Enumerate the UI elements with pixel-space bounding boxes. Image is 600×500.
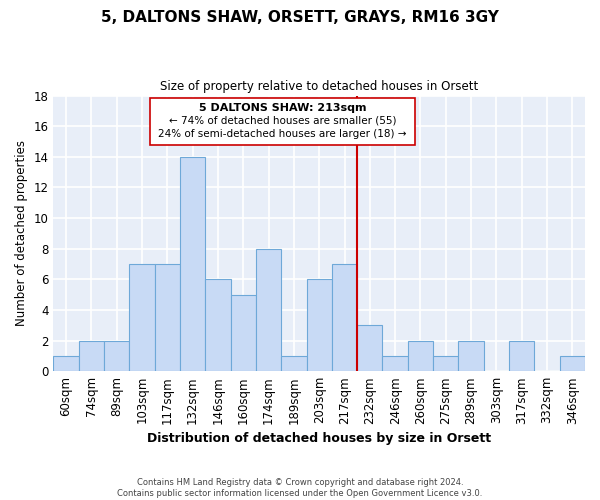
Bar [180,157,205,371]
Bar [256,248,281,371]
Bar [281,356,307,371]
Bar [130,264,155,371]
Text: Contains HM Land Registry data © Crown copyright and database right 2024.
Contai: Contains HM Land Registry data © Crown c… [118,478,482,498]
Bar [433,356,458,371]
Bar [382,356,408,371]
Bar [458,340,484,371]
Bar [307,280,332,371]
Bar [79,340,104,371]
Title: Size of property relative to detached houses in Orsett: Size of property relative to detached ho… [160,80,478,93]
Bar [104,340,130,371]
Bar [408,340,433,371]
Y-axis label: Number of detached properties: Number of detached properties [15,140,28,326]
Bar [332,264,357,371]
Text: ← 74% of detached houses are smaller (55): ← 74% of detached houses are smaller (55… [169,116,396,126]
FancyBboxPatch shape [149,98,415,144]
Text: 5 DALTONS SHAW: 213sqm: 5 DALTONS SHAW: 213sqm [199,103,366,113]
X-axis label: Distribution of detached houses by size in Orsett: Distribution of detached houses by size … [147,432,491,445]
Bar [155,264,180,371]
Text: 5, DALTONS SHAW, ORSETT, GRAYS, RM16 3GY: 5, DALTONS SHAW, ORSETT, GRAYS, RM16 3GY [101,10,499,25]
Bar [53,356,79,371]
Bar [230,294,256,371]
Bar [357,325,382,371]
Bar [560,356,585,371]
Text: 24% of semi-detached houses are larger (18) →: 24% of semi-detached houses are larger (… [158,129,407,139]
Bar [205,280,230,371]
Bar [509,340,535,371]
